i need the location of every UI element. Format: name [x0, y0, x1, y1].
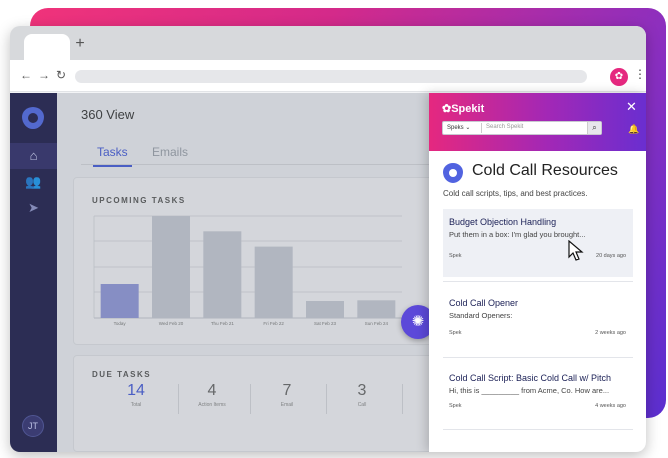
stat-total: 14 Total: [127, 382, 145, 408]
divider: [443, 429, 633, 430]
spek-desc: Standard Openers:: [449, 311, 513, 320]
search-icon[interactable]: ⌕: [587, 122, 601, 134]
avatar[interactable]: JT: [22, 415, 44, 437]
spekit-header: ✿Spekit ✕ 🔔 Speks ⌄ Search Spekit ⌕: [429, 93, 646, 151]
bar-3[interactable]: [254, 246, 293, 318]
bar-4[interactable]: [306, 301, 344, 318]
send-icon[interactable]: ➤: [28, 200, 39, 215]
due-tasks-title: DUE TASKS: [92, 370, 152, 379]
x-tick-label: Sat Feb 23: [314, 321, 337, 326]
back-icon[interactable]: ←: [20, 68, 32, 82]
topic-title: Cold Call Resources: [472, 162, 618, 179]
spek-date: 2 weeks ago: [595, 330, 626, 336]
spek-desc: Hi, this is _________ from Acme, Co. How…: [449, 386, 610, 395]
new-tab-button[interactable]: +: [75, 35, 85, 52]
x-tick-label: Sun Feb 24: [365, 321, 389, 326]
upcoming-tasks-title: UPCOMING TASKS: [92, 196, 186, 205]
stat-call: 3 Call: [357, 382, 367, 408]
tab-tasks[interactable]: Tasks: [93, 145, 132, 167]
spek-item[interactable]: Cold Call Opener Standard Openers: Spek …: [443, 290, 633, 354]
spekit-logo: ✿Spekit: [442, 103, 485, 115]
bar-5[interactable]: [357, 300, 396, 318]
browser-window: + ← → ↻ ✿ ⋮ ⌂ 👥 ➤ JT 360 View Tasks Emai…: [10, 26, 646, 452]
spek-title: Cold Call Opener: [449, 298, 519, 308]
spekit-brand-text: Spekit: [451, 103, 485, 115]
stat-action-items: 4 Action Items: [198, 382, 226, 408]
bar-1[interactable]: [152, 216, 190, 318]
spek-title: Cold Call Script: Basic Cold Call w/ Pit…: [449, 373, 612, 383]
x-tick-label: Wed Feb 20: [159, 321, 184, 326]
spek-desc: Put them in a box: I'm glad you brought.…: [449, 230, 586, 239]
spek-tag: Spek: [449, 403, 462, 409]
x-tick-label: Thu Feb 21: [211, 321, 235, 326]
view-tabs: Tasks Emails: [81, 139, 461, 167]
spekit-panel: ✿Spekit ✕ 🔔 Speks ⌄ Search Spekit ⌕ Cold…: [429, 93, 646, 452]
forward-icon[interactable]: →: [38, 68, 50, 82]
upcoming-tasks-chart: Today Wed Feb 20 Thu Feb 21 Fri Feb 22 Sat F…: [93, 215, 402, 326]
due-tasks-card: DUE TASKS 14 Total 4 Action Items 7 Email 3…: [73, 355, 473, 452]
spek-date: 4 weeks ago: [595, 403, 626, 409]
side-nav: ⌂ 👥 ➤ JT: [10, 93, 57, 452]
stat-email: 7 Email: [280, 382, 294, 408]
close-icon[interactable]: ✕: [626, 99, 637, 114]
type-select[interactable]: Speks ⌄: [447, 125, 471, 131]
spek-item[interactable]: Cold Call Script: Basic Cold Call w/ Pit…: [443, 365, 633, 427]
search-input[interactable]: Search Spekit: [486, 124, 524, 130]
topic-icon: [443, 163, 463, 183]
divider: [326, 384, 327, 414]
spek-date: 20 days ago: [596, 253, 626, 259]
page-title: 360 View: [81, 107, 135, 122]
divider: [481, 123, 482, 133]
browser-tab[interactable]: [24, 34, 70, 60]
spek-tag: Spek: [449, 330, 462, 336]
x-tick-label: Today: [114, 321, 127, 326]
url-input[interactable]: [75, 70, 587, 83]
app-logo-icon: [22, 107, 44, 129]
mouse-cursor-icon: [568, 240, 584, 261]
divider: [250, 384, 251, 414]
browser-menu-icon[interactable]: ⋮: [634, 67, 646, 81]
reload-icon[interactable]: ↻: [56, 68, 67, 82]
tab-emails[interactable]: Emails: [152, 145, 189, 159]
home-icon[interactable]: ⌂: [10, 143, 57, 169]
divider: [178, 384, 179, 414]
spek-title: Budget Objection Handling: [449, 217, 557, 227]
type-select-value: Speks: [447, 125, 464, 131]
bell-icon[interactable]: 🔔: [628, 124, 640, 134]
bar-2[interactable]: [203, 231, 242, 318]
divider: [443, 357, 633, 358]
spekit-extension-icon[interactable]: ✿: [610, 68, 628, 86]
tab-bar: +: [10, 26, 646, 60]
divider: [443, 281, 633, 282]
topic-subtitle: Cold call scripts, tips, and best practi…: [443, 189, 588, 198]
x-tick-label: Fri Feb 22: [263, 321, 284, 326]
divider: [402, 384, 403, 414]
address-bar-row: ← → ↻ ✿ ⋮: [10, 60, 646, 92]
spek-tag: Spek: [449, 253, 462, 259]
bar-0[interactable]: [100, 284, 139, 318]
users-icon[interactable]: 👥: [25, 174, 42, 189]
spekit-search: Speks ⌄ Search Spekit ⌕: [442, 121, 602, 135]
spek-item[interactable]: Budget Objection Handling Put them in a …: [443, 209, 633, 277]
